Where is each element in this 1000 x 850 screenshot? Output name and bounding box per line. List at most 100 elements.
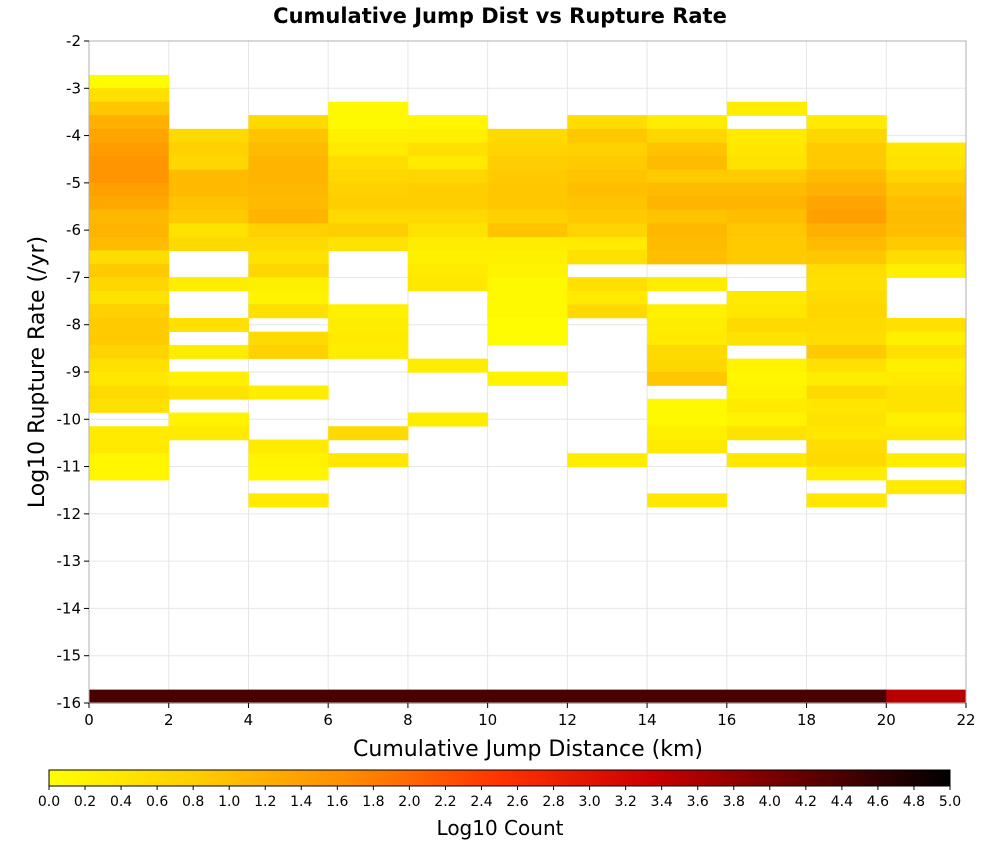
heatmap-cell xyxy=(487,196,568,211)
heatmap-cell xyxy=(726,385,808,400)
heatmap-cell xyxy=(647,155,728,170)
colorbar-ticks: 0.0 0.2 0.4 0.6 0.8 1.0 1.2 1.4 1.6 1.8 2.0 2.2 2.4 2… xyxy=(38,786,961,810)
heatmap-cell xyxy=(487,155,568,170)
heatmap-cell xyxy=(487,182,568,197)
heatmap-cell xyxy=(248,223,329,238)
heatmap-cell xyxy=(89,689,170,704)
heatmap-cell xyxy=(248,182,329,197)
x-tick-label: 2 xyxy=(164,711,174,729)
heatmap-cell xyxy=(806,196,887,211)
heatmap-cell xyxy=(89,331,170,346)
heatmap-cell xyxy=(647,331,728,346)
heatmap-cell xyxy=(168,426,249,441)
colorbar-tick-label: 0.4 xyxy=(110,794,132,810)
heatmap-cell xyxy=(726,371,808,386)
heatmap-cell xyxy=(407,412,489,427)
heatmap-cell xyxy=(89,196,170,211)
heatmap-cell xyxy=(168,317,249,332)
heatmap-cell xyxy=(886,223,967,238)
y-tick-label: -16 xyxy=(57,694,82,712)
x-axis-label: Cumulative Jump Distance (km) xyxy=(353,737,703,762)
heatmap-cell xyxy=(726,358,808,373)
heatmap-cell xyxy=(647,196,728,211)
heatmap-cell xyxy=(407,155,489,170)
x-tick-label: 16 xyxy=(717,711,736,729)
y-tick-label: -11 xyxy=(57,458,82,476)
heatmap-cell xyxy=(806,412,887,427)
y-tick-label: -2 xyxy=(66,32,81,50)
heatmap-cell xyxy=(328,142,409,157)
heatmap-cell xyxy=(726,426,808,441)
heatmap-cell xyxy=(328,169,409,184)
heatmap-cell xyxy=(726,209,808,224)
heatmap-cell xyxy=(328,128,409,143)
colorbar-tick-label: 3.8 xyxy=(723,794,745,810)
heatmap-cell xyxy=(726,101,808,116)
heatmap-cell xyxy=(89,250,170,265)
heatmap-cell xyxy=(647,250,728,265)
heatmap-cell xyxy=(328,344,409,359)
x-tick-label: 12 xyxy=(558,711,577,729)
heatmap-cell xyxy=(89,101,170,116)
x-tick-label: 14 xyxy=(638,711,657,729)
heatmap-cell xyxy=(806,344,887,359)
heatmap-cell xyxy=(726,398,808,413)
heatmap-cell xyxy=(886,371,967,386)
heatmap-cell xyxy=(647,237,728,252)
heatmap-cell xyxy=(407,142,489,157)
heatmap-cell xyxy=(886,689,967,704)
heatmap-cell xyxy=(89,142,170,157)
heatmap-cell xyxy=(89,426,170,441)
heatmap-cell xyxy=(89,398,170,413)
heatmap-cell xyxy=(647,142,728,157)
heatmap-cell xyxy=(248,689,329,704)
heatmap-cell xyxy=(328,453,409,468)
y-tick-label: -10 xyxy=(57,410,82,428)
heatmap-cell xyxy=(248,277,329,292)
heatmap-cell xyxy=(886,385,967,400)
heatmap-cell xyxy=(248,196,329,211)
heatmap-cell xyxy=(726,250,808,265)
colorbar-tick-label: 0.0 xyxy=(38,794,60,810)
heatmap-cell xyxy=(647,277,728,292)
heatmap-cell xyxy=(647,223,728,238)
x-tick-label: 8 xyxy=(403,711,413,729)
heatmap-cell xyxy=(886,412,967,427)
heatmap-cell xyxy=(487,142,568,157)
heatmap-cell xyxy=(806,439,887,454)
y-tick-label: -15 xyxy=(57,647,82,665)
heatmap-cell xyxy=(567,250,648,265)
heatmap-cell xyxy=(806,426,887,441)
heatmap-cell xyxy=(328,223,409,238)
heatmap-cell xyxy=(407,277,489,292)
heatmap-cell xyxy=(647,358,728,373)
heatmap-cell xyxy=(726,142,808,157)
colorbar-tick-label: 3.4 xyxy=(651,794,673,810)
heatmap-cell xyxy=(886,264,967,279)
heatmap-cell xyxy=(806,264,887,279)
heatmap-cell xyxy=(328,331,409,346)
heatmap-cell xyxy=(328,317,409,332)
heatmap-cell xyxy=(248,493,329,508)
heatmap-cell xyxy=(487,689,568,704)
heatmap-cell xyxy=(726,689,808,704)
heatmap-cell xyxy=(407,223,489,238)
y-tick-label: -12 xyxy=(57,505,82,523)
heatmap-cell xyxy=(567,453,648,468)
heatmap-cell xyxy=(886,237,967,252)
heatmap-cell xyxy=(89,439,170,454)
heatmap-cell xyxy=(726,331,808,346)
heatmap-cell xyxy=(886,169,967,184)
heatmap-cell xyxy=(647,689,728,704)
heatmap-cell xyxy=(647,371,728,386)
heatmap-cell xyxy=(806,371,887,386)
heatmap-cell xyxy=(248,291,329,306)
heatmap-cell xyxy=(407,358,489,373)
heatmap-cell xyxy=(647,128,728,143)
x-tick-label: 0 xyxy=(84,711,94,729)
heatmap-cell xyxy=(89,169,170,184)
heatmap-cell xyxy=(248,264,329,279)
heatmap-cell xyxy=(407,128,489,143)
heatmap-cell xyxy=(407,237,489,252)
heatmap-cell xyxy=(407,689,489,704)
